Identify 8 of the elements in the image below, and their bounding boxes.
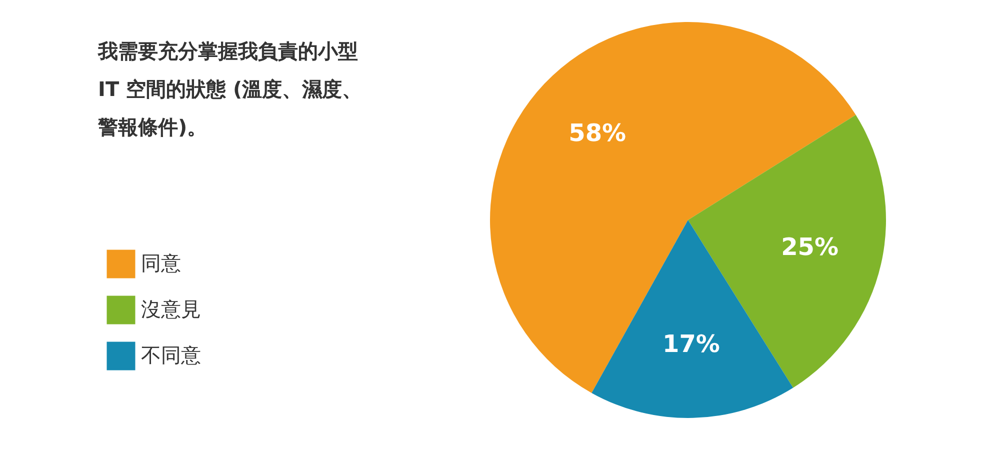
data-label: 58%: [568, 118, 626, 147]
legend-label: 同意: [141, 251, 181, 275]
pie-slice: [490, 22, 856, 393]
text: 我需要充分掌握我負責的小型 IT 空間的狀態 (溫度、濕度、警報條件)。: [97, 39, 362, 139]
legend-label: 沒意見: [141, 297, 201, 321]
legend-label: 不同意: [141, 343, 201, 367]
data-label: 25%: [781, 232, 839, 261]
data-label: 17%: [662, 330, 720, 358]
